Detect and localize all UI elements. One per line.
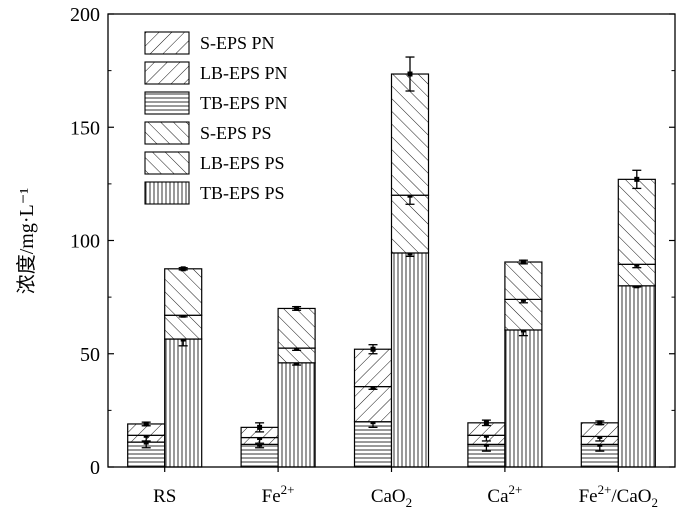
legend-swatch [144,121,190,145]
x-tick-label-part: 2+ [509,482,523,497]
x-tick-label-part: RS [153,486,176,507]
error-marker [294,305,300,311]
legend-label: S-EPS PN [200,33,275,53]
legend-label: S-EPS PS [200,123,272,143]
y-tick-label: 150 [70,117,100,139]
x-tick-label-part: CaO [371,486,406,507]
error-marker [407,71,413,77]
y-tick-label: 200 [70,4,100,26]
bar-segment [390,73,430,196]
legend-swatch [144,31,190,55]
x-tick-label-part: /CaO [611,486,651,507]
x-tick-label-part: 2+ [598,482,612,497]
legend-swatch [144,181,190,205]
bar-segment [277,307,316,349]
x-tick-label: Ca2+ [487,482,522,507]
bar-segment [504,261,543,300]
legend-label: TB-EPS PN [200,93,288,113]
error-marker [483,420,489,426]
x-tick-label-part: 2+ [281,482,295,497]
legend-swatch [144,151,190,175]
error-marker [597,420,603,426]
x-tick-label-part: Fe [579,486,598,507]
bar-segment [164,268,203,316]
bar-segment [504,329,543,468]
x-tick-label-part: 2 [652,495,659,510]
bar-segment [504,298,543,331]
legend-label: LB-EPS PN [200,63,288,83]
error-marker [143,421,149,427]
x-tick-label-part: Ca [487,486,509,507]
error-marker [634,176,640,182]
x-tick-label-part: Fe [262,486,281,507]
bar-segment [277,362,316,468]
bar-segment [390,252,430,468]
x-tick-label: Fe2+/CaO2 [579,482,658,510]
bar-segment [353,385,393,423]
bar-segment [617,178,656,265]
y-tick-label: 0 [90,457,100,479]
y-axis-label: 浓度/mg·L⁻¹ [15,188,38,295]
x-tick-label-part: 2 [406,495,413,510]
error-marker [520,259,526,265]
x-tick-label: RS [153,486,176,507]
x-tick-label: CaO2 [371,486,412,510]
bar-segment [353,421,393,468]
legend-swatch [144,61,190,85]
error-marker [180,266,186,272]
legend-swatch [144,91,190,115]
y-tick-label: 100 [70,231,100,253]
legend-label: LB-EPS PS [200,153,285,173]
error-marker [257,424,263,430]
x-tick-label: Fe2+ [262,482,295,507]
bar-segment [164,314,203,340]
y-tick-label: 50 [80,344,100,366]
legend-label: TB-EPS PS [200,183,285,203]
bar-segment [164,338,203,468]
bar-segment [353,348,393,388]
bar-segment [617,285,656,468]
error-marker [370,346,376,352]
